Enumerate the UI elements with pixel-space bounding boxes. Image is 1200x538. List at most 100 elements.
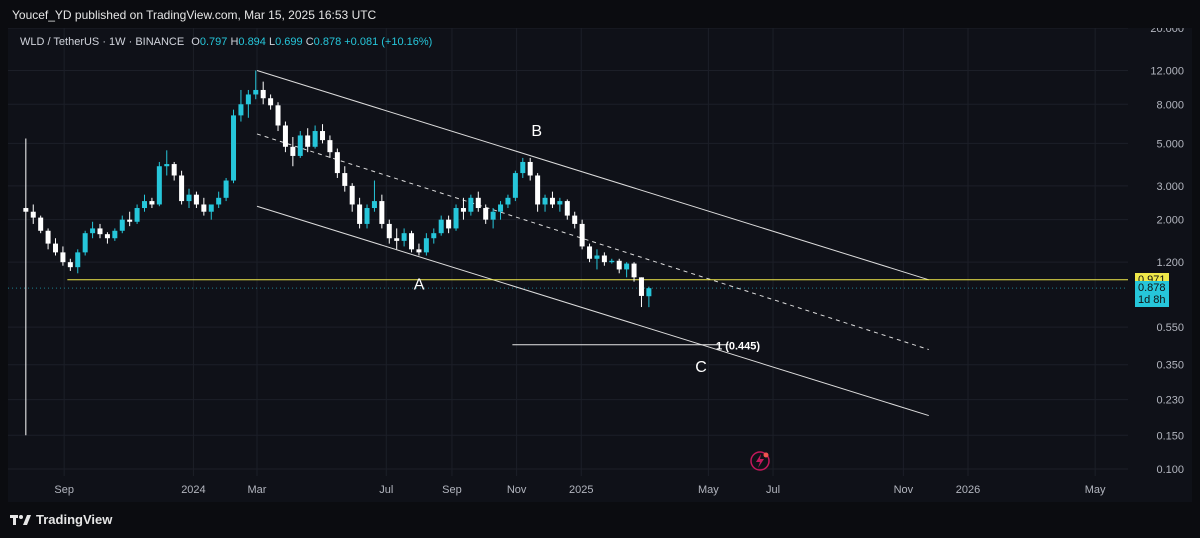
candle-body — [142, 201, 148, 209]
last-price-tag: 0.878 1d 8h — [1135, 281, 1169, 308]
candle-body — [520, 161, 526, 174]
channel-mid-line — [256, 133, 929, 351]
candle-body — [260, 89, 266, 99]
bottom-bar: TradingView — [0, 502, 1200, 538]
notification-dot-icon — [763, 452, 769, 458]
candle-body — [386, 223, 392, 239]
candle-body — [60, 252, 66, 263]
candle-body — [275, 105, 281, 126]
candle-body — [490, 211, 496, 220]
low-label: L — [268, 36, 276, 48]
candle-body — [364, 208, 370, 224]
y-tick-label: 0.350 — [1156, 360, 1184, 372]
y-tick-label: 1.200 — [1156, 257, 1184, 269]
channel-upper-line — [256, 70, 929, 281]
x-tick-label: Sep — [442, 484, 462, 496]
candle-body — [453, 208, 459, 229]
candle-body — [268, 98, 274, 106]
candle-body — [394, 238, 400, 241]
candle-body — [67, 262, 73, 268]
candle-body — [483, 208, 489, 220]
candle-body — [134, 208, 140, 222]
x-tick-label: Sep — [54, 484, 74, 496]
close-value: 0.878 — [313, 36, 342, 48]
y-tick-label: 0.100 — [1156, 464, 1184, 476]
candle-body — [282, 125, 288, 147]
candle-body — [90, 228, 96, 234]
open-label: O — [191, 36, 200, 48]
y-tick-label: 0.230 — [1156, 395, 1184, 407]
candle-body — [357, 204, 363, 224]
candle-body — [587, 246, 593, 259]
candle-body — [334, 152, 340, 174]
candle-body — [179, 175, 185, 202]
candle-body — [475, 197, 481, 209]
y-tick-label: 0.150 — [1156, 430, 1184, 442]
candle-body — [401, 233, 407, 241]
candle-body — [127, 219, 133, 222]
candle-body — [601, 255, 607, 263]
candle-body — [216, 197, 222, 205]
candle-body — [512, 173, 518, 198]
candle-body — [186, 194, 192, 202]
candle-body — [38, 217, 44, 231]
low-value: 0.699 — [275, 36, 303, 48]
candle-body — [156, 166, 162, 205]
x-tick-label: Jul — [379, 484, 393, 496]
price-chart[interactable]: 20.000 12.000 8.000 5.000 3.000 2.000 1.200 0.5… — [8, 28, 1192, 502]
candle-body — [638, 277, 644, 296]
candle-body — [572, 215, 578, 224]
candle-body — [379, 201, 385, 224]
candle-body — [409, 233, 415, 250]
candle-body — [631, 263, 637, 278]
candle-body — [594, 255, 600, 259]
chart-area[interactable]: 20.000 12.000 8.000 5.000 3.000 2.000 1.200 0.5… — [8, 28, 1192, 502]
published-header: Youcef_YD published on TradingView.com, … — [12, 8, 377, 22]
high-value: 0.894 — [238, 36, 266, 48]
x-tick-label: Mar — [248, 484, 267, 496]
wave-label: A — [414, 276, 425, 293]
lightning-icon — [756, 454, 764, 468]
candle-body — [646, 288, 652, 297]
candle-body — [468, 197, 474, 212]
candle-body — [505, 197, 511, 205]
y-tick-label: 12.000 — [1150, 66, 1184, 78]
candle-body — [231, 115, 237, 181]
wave-label: B — [531, 123, 542, 140]
candle-body — [616, 260, 622, 270]
y-tick-label: 20.000 — [1150, 28, 1184, 35]
candle-body — [208, 204, 214, 212]
candle-body — [119, 219, 125, 231]
candle-body — [305, 135, 311, 147]
open-value: 0.797 — [199, 36, 228, 48]
candle-body — [75, 252, 81, 268]
candle-body — [171, 164, 177, 176]
candle-body — [535, 175, 541, 205]
candle-body — [349, 185, 355, 205]
candle-body — [312, 131, 318, 147]
candle-body — [423, 238, 429, 253]
candle-body — [342, 173, 348, 186]
y-tick-label: 3.000 — [1156, 181, 1184, 193]
wave-label: 1 (0.445) — [716, 341, 760, 353]
candle-body — [82, 233, 88, 253]
candle-body — [97, 228, 103, 235]
countdown-text: 1d 8h — [1138, 294, 1166, 307]
candle-body — [542, 197, 548, 205]
candle-body — [238, 104, 244, 116]
x-tick-label: Jul — [766, 484, 780, 496]
candle-body — [30, 211, 36, 218]
candle-body — [549, 197, 555, 205]
candle-body — [53, 243, 59, 253]
candle-body — [223, 180, 229, 198]
symbol-label: WLD / TetherUS · 1W · BINANCE — [20, 36, 185, 48]
candle-body — [245, 94, 251, 105]
x-tick-label: May — [1085, 484, 1106, 496]
lightning-icon-ring — [750, 451, 770, 471]
candle-body — [609, 260, 615, 263]
candle-body — [431, 233, 437, 239]
close-label: C — [305, 36, 314, 48]
candle-body — [112, 230, 118, 239]
candle-body — [460, 208, 466, 212]
tradingview-brand[interactable]: TradingView — [10, 512, 112, 527]
